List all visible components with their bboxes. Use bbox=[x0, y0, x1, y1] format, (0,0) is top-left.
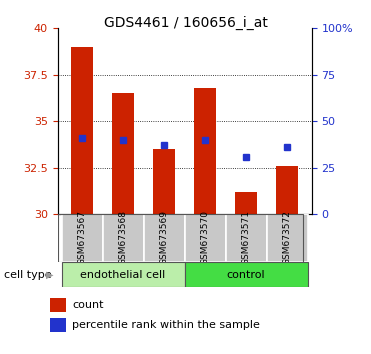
Bar bbox=[144, 214, 185, 262]
Bar bbox=[50, 318, 66, 331]
Text: endothelial cell: endothelial cell bbox=[81, 270, 166, 280]
Bar bbox=[112, 93, 134, 214]
Text: percentile rank within the sample: percentile rank within the sample bbox=[72, 320, 260, 330]
Text: GSM673567: GSM673567 bbox=[78, 210, 86, 264]
Text: ▶: ▶ bbox=[46, 270, 54, 280]
Bar bbox=[194, 88, 216, 214]
Bar bbox=[235, 192, 257, 214]
Text: GSM673571: GSM673571 bbox=[242, 210, 250, 264]
Bar bbox=[185, 214, 226, 262]
Bar bbox=[185, 262, 308, 287]
Bar bbox=[276, 166, 298, 214]
Bar bbox=[50, 298, 66, 312]
Bar bbox=[62, 214, 103, 262]
Text: GSM673572: GSM673572 bbox=[283, 210, 292, 264]
Text: count: count bbox=[72, 300, 104, 310]
Bar bbox=[153, 149, 175, 214]
Text: GDS4461 / 160656_i_at: GDS4461 / 160656_i_at bbox=[104, 16, 267, 30]
Bar bbox=[226, 214, 266, 262]
Text: cell type: cell type bbox=[4, 270, 51, 280]
Text: control: control bbox=[227, 270, 265, 280]
Bar bbox=[266, 214, 308, 262]
Text: GSM673568: GSM673568 bbox=[119, 210, 128, 264]
Bar bbox=[71, 47, 93, 214]
Bar bbox=[62, 262, 185, 287]
Text: GSM673570: GSM673570 bbox=[201, 210, 210, 264]
Text: GSM673569: GSM673569 bbox=[160, 210, 168, 264]
Bar bbox=[103, 214, 144, 262]
